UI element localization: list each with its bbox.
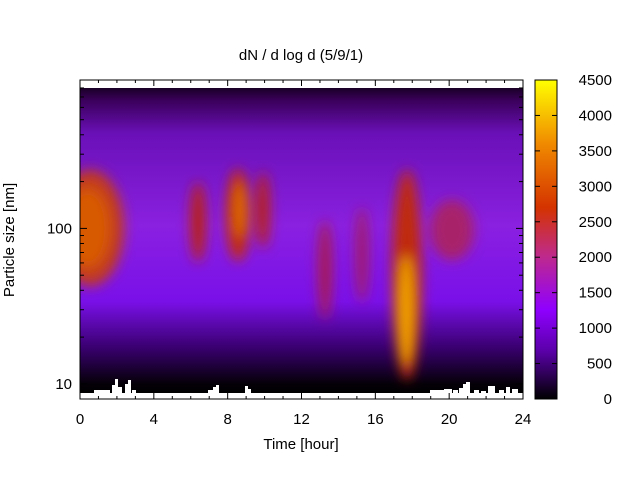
- colorbar-gradient: [534, 79, 558, 400]
- y-tick-label: 100: [47, 220, 72, 237]
- x-tick-label: 0: [76, 411, 84, 428]
- x-tick-label: 12: [293, 411, 310, 428]
- x-tick-label: 20: [441, 411, 458, 428]
- plot-area: [80, 88, 523, 393]
- colorbar-tick-label: 4500: [579, 72, 612, 89]
- blob-15h: [355, 207, 369, 303]
- y-axis-label: Particle size [nm]: [1, 183, 18, 297]
- blob-10h: [256, 172, 270, 248]
- heatmap-blobs: [80, 169, 474, 380]
- colorbar-tick-label: 1500: [579, 285, 612, 302]
- colorbar-tick-label: 4000: [579, 107, 612, 124]
- x-tick-label: 16: [367, 411, 384, 428]
- x-tick-label: 4: [150, 411, 158, 428]
- x-axis: 0 4 8 12 16 20 24: [76, 80, 532, 428]
- colorbar-tick-label: 2000: [579, 249, 612, 266]
- blob-17h-core: [398, 255, 414, 365]
- x-axis-label: Time [hour]: [263, 436, 338, 453]
- colorbar-ticks: 0 500 1000 1500 2000 2500 3000 3500 4000 4500: [535, 72, 612, 408]
- colorbar-tick-label: 2500: [579, 214, 612, 231]
- chart-title: dN / d log d (5/9/1): [239, 47, 363, 64]
- colorbar-tick-label: 3000: [579, 178, 612, 195]
- colorbar-tick-label: 0: [604, 391, 612, 408]
- x-tick-label: 8: [223, 411, 231, 428]
- noise-bars: [94, 379, 518, 393]
- y-axis: 10 100: [47, 79, 523, 400]
- colorbar-tick-label: 500: [587, 356, 612, 373]
- blob-20h: [430, 200, 474, 260]
- x-tick-label: 24: [515, 411, 532, 428]
- y-tick-label: 10: [55, 376, 72, 393]
- blob-8h-core: [234, 182, 246, 238]
- colorbar-tick-label: 1000: [579, 320, 612, 337]
- blob-13h: [318, 220, 332, 320]
- blob-midnight-core: [80, 188, 110, 268]
- colorbar: 0 500 1000 1500 2000 2500 3000 3500 4000 4500: [534, 72, 612, 408]
- blob-6h: [190, 182, 206, 262]
- colorbar-tick-label: 3500: [579, 143, 612, 160]
